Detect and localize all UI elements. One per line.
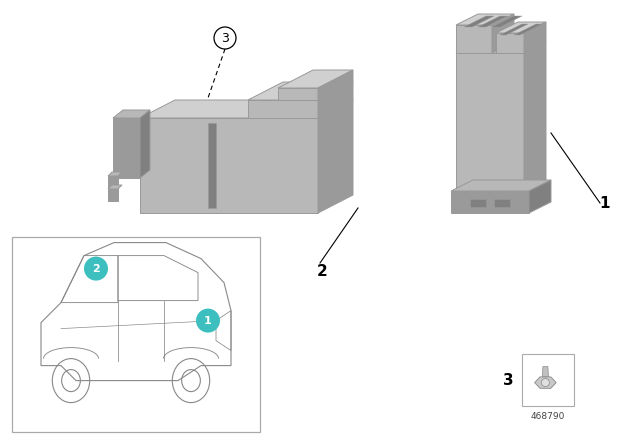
Polygon shape bbox=[318, 82, 353, 118]
FancyBboxPatch shape bbox=[12, 237, 260, 432]
Polygon shape bbox=[108, 176, 118, 188]
Polygon shape bbox=[248, 82, 353, 100]
Polygon shape bbox=[278, 88, 318, 100]
FancyBboxPatch shape bbox=[522, 354, 574, 406]
Polygon shape bbox=[108, 172, 122, 176]
Polygon shape bbox=[529, 180, 551, 213]
Polygon shape bbox=[543, 366, 548, 377]
Polygon shape bbox=[456, 42, 546, 53]
Polygon shape bbox=[492, 14, 514, 53]
Polygon shape bbox=[451, 180, 551, 191]
Circle shape bbox=[214, 27, 236, 49]
Polygon shape bbox=[140, 118, 318, 213]
Polygon shape bbox=[456, 25, 492, 53]
Polygon shape bbox=[524, 22, 546, 53]
Polygon shape bbox=[496, 22, 546, 33]
Polygon shape bbox=[113, 110, 150, 118]
Polygon shape bbox=[113, 118, 140, 178]
Text: 1: 1 bbox=[600, 195, 611, 211]
Polygon shape bbox=[494, 199, 510, 207]
Polygon shape bbox=[470, 199, 486, 207]
Polygon shape bbox=[456, 14, 514, 25]
Circle shape bbox=[196, 309, 220, 332]
Polygon shape bbox=[248, 100, 318, 118]
Polygon shape bbox=[318, 100, 353, 213]
Polygon shape bbox=[278, 70, 353, 88]
Polygon shape bbox=[451, 191, 529, 213]
Polygon shape bbox=[514, 24, 542, 35]
Polygon shape bbox=[108, 185, 122, 189]
Text: 468790: 468790 bbox=[531, 412, 565, 421]
Circle shape bbox=[84, 257, 108, 280]
Polygon shape bbox=[464, 16, 494, 27]
Text: 2: 2 bbox=[92, 263, 100, 274]
Polygon shape bbox=[318, 70, 353, 100]
Text: 1: 1 bbox=[204, 315, 212, 326]
Polygon shape bbox=[496, 33, 524, 53]
Polygon shape bbox=[456, 53, 524, 213]
Polygon shape bbox=[108, 189, 118, 201]
Polygon shape bbox=[534, 377, 556, 388]
Text: 3: 3 bbox=[504, 372, 514, 388]
Text: 3: 3 bbox=[221, 31, 229, 44]
Polygon shape bbox=[140, 100, 353, 118]
Polygon shape bbox=[208, 123, 216, 208]
Polygon shape bbox=[500, 24, 528, 35]
Polygon shape bbox=[140, 110, 150, 178]
Circle shape bbox=[541, 379, 549, 387]
Polygon shape bbox=[492, 16, 522, 27]
Polygon shape bbox=[478, 16, 508, 27]
Text: 2: 2 bbox=[317, 263, 328, 279]
Polygon shape bbox=[524, 42, 546, 213]
